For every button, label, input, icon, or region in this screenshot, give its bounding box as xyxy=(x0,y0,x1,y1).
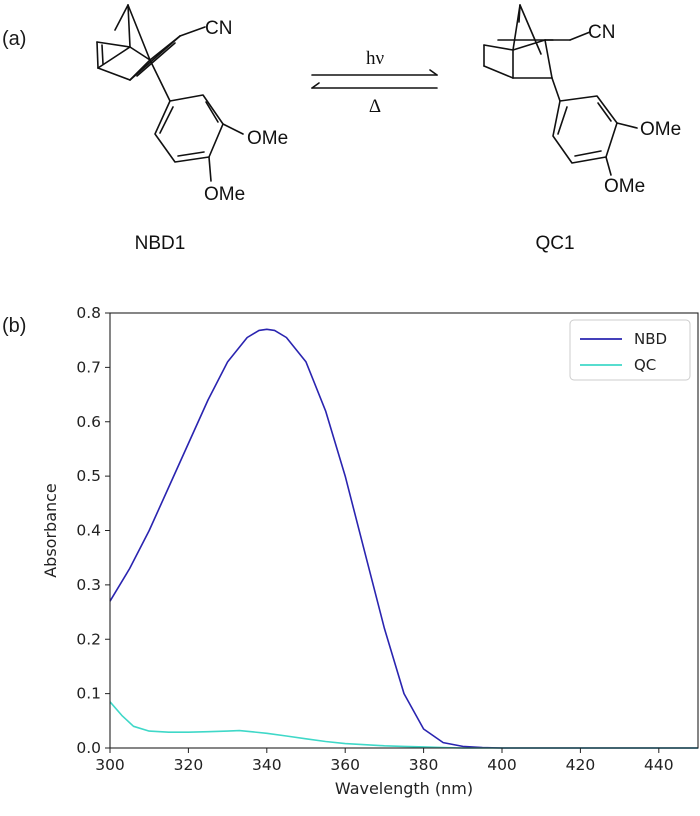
qc1-structure xyxy=(483,4,638,176)
legend: NBD QC xyxy=(569,319,691,381)
qc1-ome-bottom-label: OMe xyxy=(604,176,645,197)
reverse-arrow-label: Δ xyxy=(369,96,381,117)
plot-lines xyxy=(109,328,698,749)
y-tick-label: 0.0 xyxy=(76,739,101,757)
x-tick-label: 360 xyxy=(330,756,360,774)
equilibrium-arrows xyxy=(311,69,438,89)
x-tick-label: 300 xyxy=(95,756,125,774)
y-tick-label: 0.6 xyxy=(76,413,101,431)
nbd1-cn-label: CN xyxy=(205,18,232,39)
panel-b-label: (b) xyxy=(2,315,27,337)
reaction-scheme: (a) xyxy=(0,0,700,300)
series-line-nbd xyxy=(109,328,698,749)
legend-box xyxy=(569,319,691,381)
y-tick-label: 0.1 xyxy=(76,685,101,703)
nbd1-name: NBD1 xyxy=(135,233,186,254)
x-tick-label: 340 xyxy=(252,756,282,774)
y-axis-label: Absorbance xyxy=(41,483,60,578)
nbd1-ome-bottom-label: OMe xyxy=(204,184,245,205)
x-tick-label: 380 xyxy=(409,756,439,774)
x-axis-label: Wavelength (nm) xyxy=(335,779,473,798)
y-tick-label: 0.8 xyxy=(76,304,101,322)
x-axis: 300 320 340 360 380 400 420 440 xyxy=(95,748,674,774)
qc1-name: QC1 xyxy=(535,233,574,254)
x-tick-label: 320 xyxy=(174,756,204,774)
forward-arrow-label: hν xyxy=(366,48,385,69)
absorbance-chart-panel: (b) 300 320 340 360 380 400 420 440 0.0 0.1 0.2 0.… xyxy=(0,300,700,811)
reaction-scheme-svg: CN OMe OMe NBD1 hν Δ xyxy=(96,4,681,254)
series-line-qc xyxy=(109,701,698,749)
legend-label: QC xyxy=(634,356,656,374)
x-tick-label: 400 xyxy=(487,756,517,774)
y-tick-label: 0.3 xyxy=(76,576,101,594)
y-axis: 0.0 0.1 0.2 0.3 0.4 0.5 0.6 0.7 0.8 xyxy=(76,304,110,757)
x-tick-label: 440 xyxy=(644,756,674,774)
y-tick-label: 0.2 xyxy=(76,630,101,648)
absorbance-chart: 300 320 340 360 380 400 420 440 0.0 0.1 0.2 0.3 0.4… xyxy=(41,304,699,798)
qc1-ome-top-label: OMe xyxy=(640,119,681,140)
x-tick-label: 420 xyxy=(566,756,596,774)
y-tick-label: 0.7 xyxy=(76,358,101,376)
nbd1-ome-top-label: OMe xyxy=(247,128,288,149)
qc1-cn-label: CN xyxy=(588,22,615,43)
legend-label: NBD xyxy=(634,330,667,348)
nbd1-structure xyxy=(96,4,244,182)
y-tick-label: 0.4 xyxy=(76,522,101,540)
y-tick-label: 0.5 xyxy=(76,467,101,485)
panel-a-label: (a) xyxy=(2,28,27,50)
